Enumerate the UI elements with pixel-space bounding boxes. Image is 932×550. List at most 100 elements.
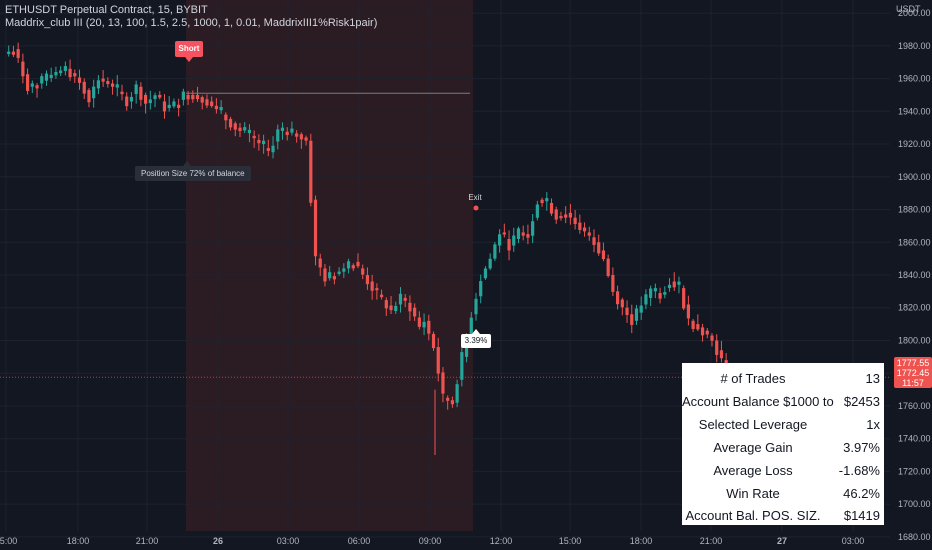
candle (210, 101, 214, 107)
exit-dot (473, 205, 479, 211)
candle (516, 228, 521, 239)
candle (313, 199, 318, 257)
candle (710, 335, 714, 341)
current-price-current_price: 1777.55 (897, 358, 930, 368)
candle (219, 106, 223, 111)
stats-value: $2453 (843, 393, 880, 409)
candle (630, 314, 634, 325)
y-tick-label: 1960.00 (898, 74, 931, 84)
candle (696, 324, 700, 330)
y-tick-label: 1860.00 (898, 237, 931, 247)
candle (304, 137, 308, 141)
candle (441, 372, 445, 394)
candle (285, 131, 289, 136)
indicator-label: Maddrix_club III (20, 13, 100, 1.5, 2.5,… (5, 17, 378, 29)
candle (488, 258, 492, 269)
candle (384, 300, 388, 309)
candle (125, 96, 129, 107)
candle (309, 140, 313, 203)
candle (431, 333, 436, 349)
candle (365, 275, 370, 285)
y-tick-label: 1940.00 (898, 106, 931, 116)
candle (252, 135, 256, 139)
candle (323, 268, 327, 282)
candle (77, 77, 82, 83)
y-tick-label: 1900.00 (898, 172, 931, 182)
trade-zone (186, 0, 473, 531)
candle (101, 78, 105, 82)
candle (625, 307, 629, 315)
x-tick-label: 21:00 (700, 536, 723, 546)
candle (106, 81, 110, 85)
candle (535, 204, 539, 218)
candle (44, 73, 49, 81)
candle (705, 330, 709, 335)
candle (578, 222, 582, 230)
candle (417, 317, 421, 327)
trade-result-badge: 3.39% (461, 329, 491, 348)
candle (531, 221, 535, 236)
candle (49, 74, 53, 79)
candle (545, 198, 549, 202)
candle (167, 104, 171, 109)
stats-value: 46.2% (843, 485, 880, 501)
stats-row: Average Gain 3.97% (682, 436, 884, 459)
y-tick-label: 1880.00 (898, 205, 931, 215)
candle (398, 293, 403, 305)
candle (224, 114, 228, 121)
candle (564, 214, 568, 218)
x-tick-label: 18:00 (67, 536, 90, 546)
candle (276, 129, 280, 142)
candle (483, 268, 488, 279)
candle (346, 261, 351, 269)
current-price-current_price2: 1772.45 (897, 368, 930, 378)
candle (120, 91, 124, 95)
stats-row: Average Loss -1.68% (682, 459, 884, 482)
strategy-stats-table: # of Trades 13 Account Balance $1000 to $24… (682, 363, 884, 525)
candle (191, 94, 195, 100)
candle (526, 234, 530, 238)
candle (469, 317, 473, 336)
y-tick-label: 1700.00 (898, 499, 931, 509)
candle (115, 84, 119, 88)
candle (40, 76, 44, 84)
x-tick-label: 18:00 (630, 536, 653, 546)
candle (394, 305, 398, 312)
candle (677, 281, 681, 285)
candle (139, 86, 143, 100)
candle (639, 305, 643, 313)
stats-value: 13 (865, 371, 880, 386)
y-tick-label: 1720.00 (898, 466, 931, 476)
candle (144, 94, 148, 104)
candle (479, 281, 483, 297)
stats-label: Win Rate (726, 485, 780, 501)
candle (110, 83, 115, 87)
candle (455, 384, 459, 403)
x-tick-label: 09:00 (419, 536, 442, 546)
candle (375, 288, 379, 291)
candle (549, 202, 554, 214)
candle (446, 397, 450, 401)
candle (601, 250, 606, 260)
candle (422, 321, 426, 328)
candle (228, 118, 233, 128)
y-tick-label: 1680.00 (898, 532, 931, 542)
stats-row: Account Bal. POS. SIZ. $1419 (682, 504, 884, 527)
candle (11, 51, 16, 55)
candle (554, 209, 558, 220)
y-tick-label: 1820.00 (898, 303, 931, 313)
candle (82, 81, 86, 94)
stats-row: Selected Leverage 1x (682, 413, 884, 436)
candle (342, 268, 346, 272)
candle (299, 134, 303, 140)
candle (54, 72, 58, 76)
candle (663, 292, 667, 295)
candle (507, 238, 511, 251)
candle (460, 352, 464, 380)
candle (233, 123, 237, 130)
y-tick-label: 1800.00 (898, 335, 931, 345)
candle (290, 128, 294, 133)
x-tick-label: 03:00 (277, 536, 300, 546)
candle (370, 281, 374, 291)
